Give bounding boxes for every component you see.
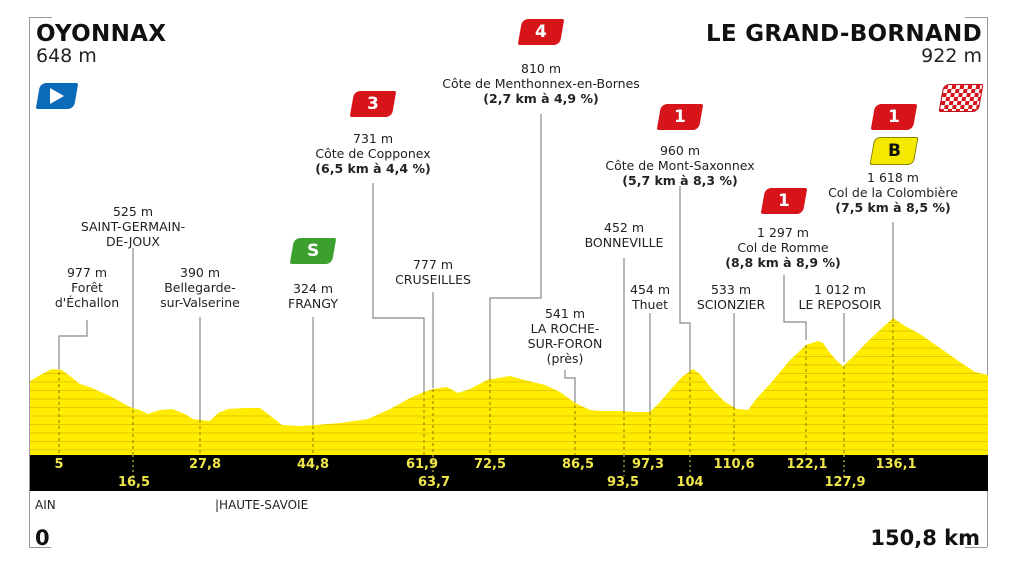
- sprint-flag-icon: S: [289, 238, 337, 264]
- km-mark: 16,5: [117, 475, 151, 490]
- department-ain: AIN: [35, 498, 56, 512]
- label-foret-echallon: 977 m Forêt d'Échallon: [54, 265, 120, 310]
- km-mark: 63,7: [417, 475, 451, 490]
- label-la-roche-sur-foron: 541 m LA ROCHE- SUR-FORON (près): [527, 306, 603, 366]
- label-col-de-la-colombiere: 1 618 m Col de la Colombière (7,5 km à 8…: [828, 170, 958, 215]
- km-mark: 5: [54, 457, 64, 472]
- climb-cat3-flag-icon: 3: [349, 91, 397, 117]
- start-altitude: 648 m: [36, 45, 97, 67]
- km-mark: 27,8: [188, 457, 222, 472]
- km-mark: 136,1: [875, 457, 917, 472]
- frame-corner-left: [29, 17, 52, 118]
- finish-city: LE GRAND-BORNAND: [705, 21, 982, 47]
- km-mark: 86,5: [561, 457, 595, 472]
- km-mark: 72,5: [473, 457, 507, 472]
- finish-altitude: 922 m: [921, 45, 982, 67]
- frame-right-edge: [987, 117, 988, 547]
- label-thuet: 454 m Thuet: [629, 282, 671, 312]
- start-city: OYONNAX: [36, 21, 167, 47]
- climb-cat1-flag-icon: 1: [870, 104, 918, 130]
- km-mark: 93,5: [606, 475, 640, 490]
- label-col-de-romme: 1 297 m Col de Romme (8,8 km à 8,9 %): [725, 225, 841, 270]
- label-cote-copponex: 731 m Côte de Copponex (6,5 km à 4,4 %): [315, 131, 431, 176]
- department-haute-savoie: |HAUTE-SAVOIE: [215, 498, 309, 512]
- frame-left-edge: [29, 117, 30, 547]
- frame-corner-right: [965, 17, 988, 118]
- km-mark: 122,1: [786, 457, 828, 472]
- km-mark: 110,6: [713, 457, 755, 472]
- profile-area: [30, 318, 988, 455]
- km-mark: 97,3: [631, 457, 665, 472]
- label-frangy: 324 m FRANGY: [288, 281, 338, 311]
- label-cruseilles: 777 m CRUSEILLES: [395, 257, 471, 287]
- km-mark: 127,9: [824, 475, 866, 490]
- climb-cat1-flag-icon: 1: [760, 188, 808, 214]
- km-bar: [30, 455, 988, 491]
- km-mark: 44,8: [296, 457, 330, 472]
- climb-cat1-flag-icon: 1: [656, 104, 704, 130]
- km-mark: 61,9: [405, 457, 439, 472]
- frame-corner-bottom-right: [965, 547, 987, 548]
- label-scionzier: 533 m SCIONZIER: [696, 282, 766, 312]
- label-bellegarde: 390 m Bellegarde- sur-Valserine: [160, 265, 240, 310]
- bonus-flag-icon: B: [869, 137, 919, 165]
- label-bonneville: 452 m BONNEVILLE: [584, 220, 664, 250]
- climb-cat4-flag-icon: 4: [517, 19, 565, 45]
- label-cote-menthonnex: 810 m Côte de Menthonnex-en-Bornes (2,7 …: [442, 61, 640, 106]
- frame-corner-bottom-left: [29, 547, 51, 548]
- label-cote-mont-saxonnex: 960 m Côte de Mont-Saxonnex (5,7 km à 8,…: [605, 143, 755, 188]
- label-le-reposoir: 1 012 m LE REPOSOIR: [798, 282, 882, 312]
- distance-end: 150,8 km: [870, 526, 980, 550]
- km-mark: 104: [676, 475, 704, 490]
- distance-start: 0: [35, 526, 50, 550]
- label-saint-germain-de-joux: 525 m SAINT-GERMAIN- DE-JOUX: [80, 204, 186, 249]
